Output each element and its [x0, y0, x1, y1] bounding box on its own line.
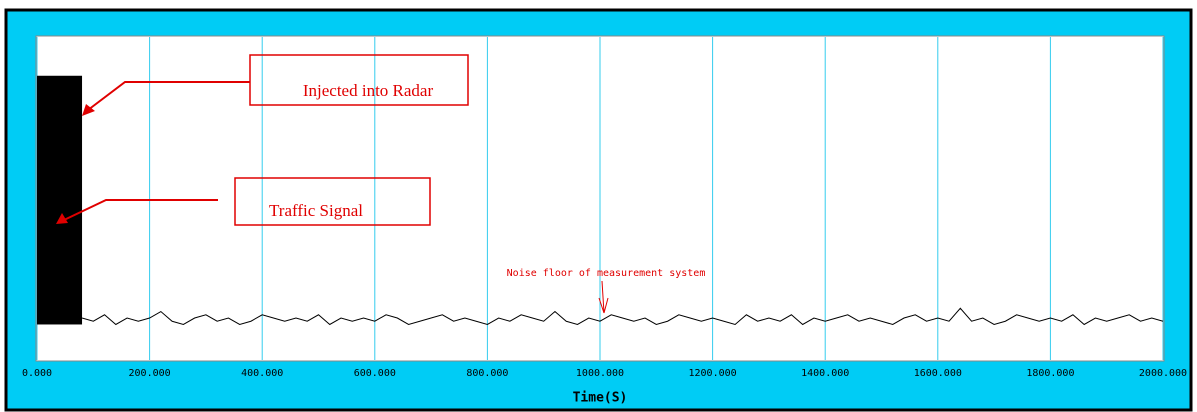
- annotation-box: [234, 177, 431, 226]
- annotation-text: Injected into Radar: [303, 81, 434, 100]
- x-axis-label: Time(S): [573, 391, 628, 406]
- annotation-box: [249, 54, 469, 106]
- annotation-arrow: [63, 199, 218, 221]
- marks: [37, 75, 1164, 326]
- arrow-head: [56, 213, 68, 224]
- noise-trace: [81, 307, 1164, 326]
- annotation-text: Traffic Signal: [269, 201, 363, 220]
- grid: [36, 37, 1164, 360]
- annotation-injected: Injected into Radar: [82, 54, 469, 116]
- x-tick-label: 2000.000: [1139, 368, 1187, 379]
- annotation-arrow: [598, 297, 605, 314]
- arrow-head: [82, 104, 95, 116]
- annotation-text: Noise floor of measurement system: [507, 268, 706, 279]
- x-tick-label: 800.000: [466, 368, 508, 379]
- annotation-noise: Noise floor of measurement system: [507, 268, 706, 314]
- x-axis: 0.000 200.000 400.000 600.000 800.000 1000.00…: [22, 368, 1187, 379]
- x-tick-label: 1000.000: [576, 368, 624, 379]
- x-tick-label: 400.000: [241, 368, 283, 379]
- x-tick-label: 1600.000: [914, 368, 962, 379]
- annotation-traffic: Traffic Signal: [56, 177, 431, 226]
- x-tick-label: 1400.000: [801, 368, 849, 379]
- signal-burst: [37, 75, 83, 325]
- x-tick-label: 600.000: [354, 368, 396, 379]
- x-tick-label: 1200.000: [689, 368, 737, 379]
- annotation-arrow: [87, 81, 250, 111]
- x-tick-label: 200.000: [129, 368, 171, 379]
- x-tick-label: 0.000: [22, 368, 52, 379]
- x-tick-label: 1800.000: [1026, 368, 1074, 379]
